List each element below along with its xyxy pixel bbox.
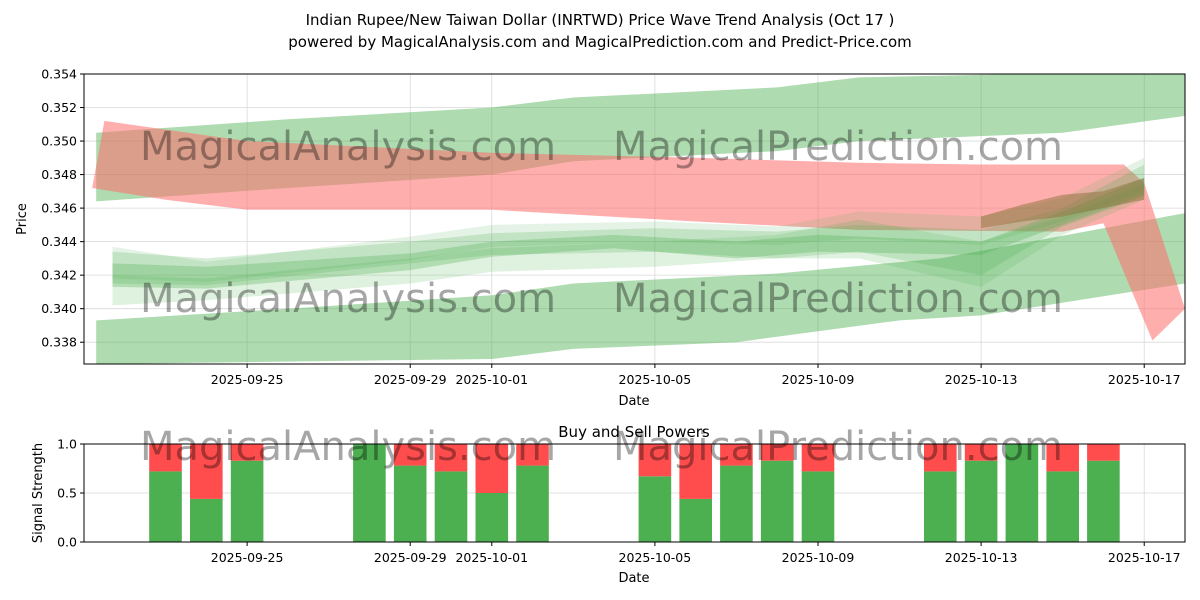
sell-bar bbox=[679, 444, 712, 499]
signal-y-tick-label: 1.0 bbox=[57, 437, 77, 452]
signal-chart-title: Buy and Sell Powers bbox=[558, 423, 710, 441]
figure-title-line2: powered by MagicalAnalysis.com and Magic… bbox=[288, 33, 912, 51]
signal-x-tick-label: 2025-10-05 bbox=[619, 550, 692, 565]
price-x-tick-label: 2025-10-13 bbox=[945, 372, 1018, 387]
sell-bar bbox=[1046, 444, 1079, 472]
buy-bar bbox=[516, 465, 549, 542]
price-chart-bands bbox=[92, 74, 1185, 364]
price-y-label: Price bbox=[15, 203, 30, 235]
buy-bar bbox=[720, 465, 753, 542]
signal-x-tick-label: 2025-10-01 bbox=[455, 550, 528, 565]
sell-bar bbox=[924, 444, 957, 472]
band-brown-wave bbox=[981, 177, 1145, 229]
figure-title-line1: Indian Rupee/New Taiwan Dollar (INRTWD) … bbox=[306, 11, 895, 29]
price-chart: MagicalAnalysis.com MagicalPrediction.co… bbox=[15, 67, 1186, 409]
signal-chart-watermarks: MagicalAnalysis.com MagicalPrediction.co… bbox=[140, 424, 1063, 470]
price-x-axis: 2025-09-25 2025-09-29 2025-10-01 2025-10-05… bbox=[211, 364, 1181, 387]
buy-bar bbox=[1005, 444, 1039, 542]
buy-bar bbox=[801, 471, 835, 542]
sell-bar bbox=[393, 444, 427, 466]
signal-x-axis: 2025-09-25 2025-09-29 2025-10-01 2025-10-05… bbox=[211, 542, 1181, 565]
watermark-prediction-top: MagicalPrediction.com bbox=[613, 124, 1063, 170]
price-x-tick-label: 2025-09-25 bbox=[211, 372, 284, 387]
price-y-tick-label: 0.346 bbox=[41, 201, 77, 216]
buy-bar bbox=[1087, 460, 1120, 542]
sell-bar bbox=[230, 444, 264, 461]
signal-y-axis: 0.0 0.5 1.0 bbox=[57, 437, 84, 550]
sell-bar bbox=[475, 444, 509, 493]
price-y-tick-label: 0.342 bbox=[41, 268, 77, 283]
sell-bar bbox=[434, 444, 468, 472]
signal-x-tick-label: 2025-10-17 bbox=[1108, 550, 1181, 565]
watermark-analysis-signal: MagicalAnalysis.com bbox=[140, 424, 556, 470]
buy-bar bbox=[149, 471, 182, 542]
sell-bar bbox=[516, 444, 549, 466]
sell-bar bbox=[801, 444, 835, 472]
watermark-analysis-bottom: MagicalAnalysis.com bbox=[140, 276, 556, 322]
price-x-tick-label: 2025-10-17 bbox=[1108, 372, 1181, 387]
band-price-wave-2 bbox=[112, 164, 1145, 286]
price-y-tick-label: 0.344 bbox=[41, 234, 77, 249]
buy-bar bbox=[1046, 471, 1079, 542]
price-x-tick-label: 2025-10-09 bbox=[782, 372, 855, 387]
buy-bar bbox=[924, 471, 957, 542]
price-y-tick-label: 0.338 bbox=[41, 335, 77, 350]
sell-bar bbox=[720, 444, 753, 466]
watermark-prediction-bottom: MagicalPrediction.com bbox=[613, 276, 1063, 322]
signal-x-label: Date bbox=[618, 571, 649, 586]
signal-x-tick-label: 2025-10-13 bbox=[945, 550, 1018, 565]
watermark-prediction-signal: MagicalPrediction.com bbox=[613, 424, 1063, 470]
buy-bar bbox=[190, 498, 223, 542]
band-red-trend-band bbox=[92, 120, 1185, 341]
signal-y-tick-label: 0.0 bbox=[57, 535, 77, 550]
price-y-tick-label: 0.352 bbox=[41, 100, 77, 115]
buy-bar bbox=[353, 444, 386, 542]
sell-bar bbox=[1087, 444, 1120, 461]
price-chart-frame bbox=[83, 73, 1186, 365]
signal-y-tick-label: 0.5 bbox=[57, 486, 77, 501]
buy-bar bbox=[760, 460, 794, 542]
price-y-tick-label: 0.354 bbox=[41, 67, 77, 82]
buy-bar bbox=[230, 460, 264, 542]
signal-x-tick-label: 2025-10-09 bbox=[782, 550, 855, 565]
signal-x-tick-label: 2025-09-29 bbox=[374, 550, 447, 565]
buy-bar bbox=[638, 476, 672, 542]
price-y-tick-label: 0.348 bbox=[41, 167, 77, 182]
band-price-wave-4 bbox=[112, 157, 1145, 282]
price-x-label: Date bbox=[618, 394, 649, 409]
signal-x-tick-label: 2025-09-25 bbox=[211, 550, 284, 565]
signal-chart: Buy and Sell Powers MagicalAnalysis.com … bbox=[31, 423, 1186, 586]
price-y-tick-label: 0.350 bbox=[41, 134, 77, 149]
band-price-wave-1 bbox=[112, 177, 1145, 289]
buy-bar bbox=[964, 460, 998, 542]
buy-bar bbox=[679, 498, 712, 542]
price-x-tick-label: 2025-10-05 bbox=[619, 372, 692, 387]
price-y-axis: 0.338 0.340 0.342 0.344 0.346 0.348 0.350 0.352… bbox=[41, 67, 84, 350]
buy-bar bbox=[475, 493, 509, 542]
sell-bar bbox=[760, 444, 794, 461]
buy-bar bbox=[393, 465, 427, 542]
band-lower-green-channel bbox=[96, 213, 1185, 364]
price-y-tick-label: 0.340 bbox=[41, 301, 77, 316]
sell-bar bbox=[190, 444, 223, 499]
buy-bar bbox=[434, 471, 468, 542]
watermark-analysis-top: MagicalAnalysis.com bbox=[140, 124, 556, 170]
price-x-tick-label: 2025-10-01 bbox=[455, 372, 528, 387]
price-chart-watermarks: MagicalAnalysis.com MagicalPrediction.co… bbox=[140, 124, 1063, 322]
sell-bar bbox=[638, 444, 672, 477]
price-x-tick-label: 2025-09-29 bbox=[374, 372, 447, 387]
signal-chart-bars bbox=[149, 444, 1120, 542]
sell-bar bbox=[964, 444, 998, 461]
band-price-wave-3 bbox=[112, 183, 1145, 306]
sell-bar bbox=[149, 444, 182, 472]
signal-y-label: Signal Strength bbox=[31, 443, 46, 543]
